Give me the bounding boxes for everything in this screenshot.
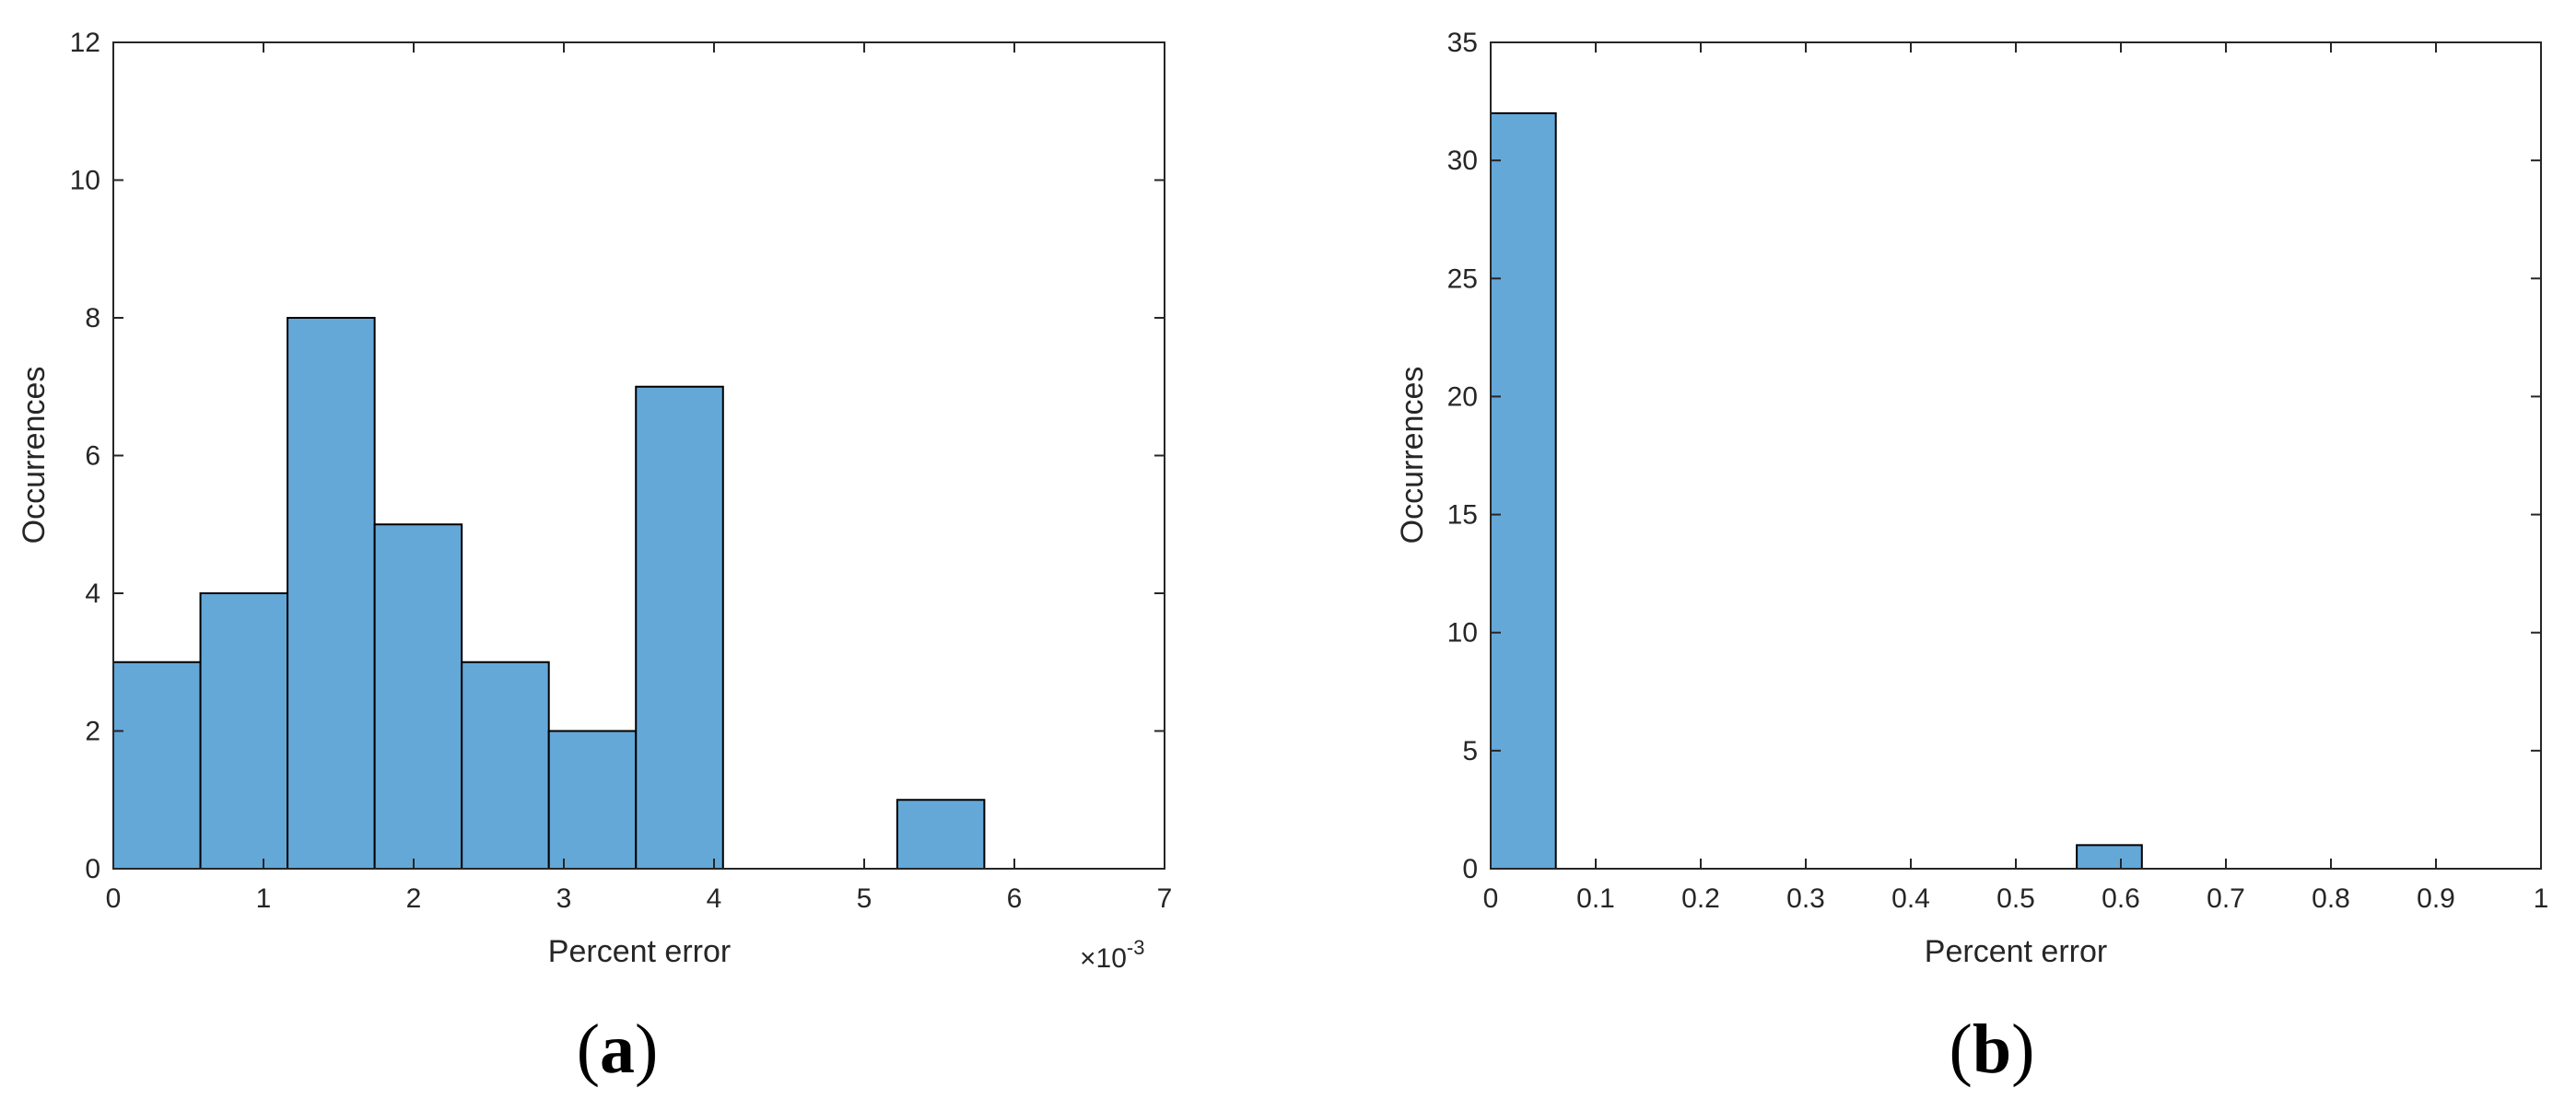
chart-b-y-tick-label-3: 15	[1447, 500, 1478, 531]
chart-b-bar-1	[2076, 844, 2143, 870]
chart-a-ticks	[112, 41, 1165, 870]
chart-b-x-tick-label-2: 0.2	[1681, 883, 1720, 914]
chart-b-y-axis-label: Occurrences	[1395, 367, 1430, 544]
chart-a-y-axis-label: Occurrences	[17, 367, 52, 544]
chart-b-x-tick-label-3: 0.3	[1786, 883, 1825, 914]
chart-a-y-tick-label-3: 6	[85, 441, 100, 472]
chart-b-panel-letter: b	[1973, 1011, 2011, 1088]
chart-b-y-tick-label-0: 0	[1462, 854, 1478, 884]
chart-a-bar-2	[287, 317, 376, 870]
chart-a-bar-1	[199, 592, 289, 870]
chart-b-x-tick-label-1: 0.1	[1576, 883, 1615, 914]
chart-b-x-tick-label-8: 0.8	[2312, 883, 2350, 914]
chart-b-x-tick-labels: 0 0.1 0.2 0.3 0.4 0.5 0.6 0.7 0.8 0.9 1	[1483, 883, 2549, 914]
chart-a-x-axis-label: Percent error	[548, 934, 731, 969]
chart-b-y-tick-label-7: 35	[1447, 28, 1478, 58]
chart-a-bar-5	[547, 730, 638, 870]
chart-a-panel-label: (a)	[577, 1011, 659, 1088]
chart-a-panel-letter: a	[600, 1011, 635, 1088]
chart-a-bars	[112, 317, 986, 870]
chart-a-y-tick-label-2: 4	[85, 579, 100, 609]
chart-a-x-tick-label-7: 7	[1157, 883, 1173, 914]
chart-a-x-tick-label-6: 6	[1007, 883, 1023, 914]
chart-b-bar-0	[1490, 111, 1557, 870]
chart-a-y-tick-label-4: 8	[85, 303, 100, 333]
chart-a-bar-9	[896, 799, 986, 870]
chart-a-y-tick-label-1: 2	[85, 717, 100, 747]
chart-a-y-tick-labels: 0 2 4 6 8 10 12	[70, 28, 100, 884]
chart-b-y-tick-label-4: 20	[1447, 381, 1478, 412]
chart-b-ticks	[1490, 41, 2542, 870]
chart-b-y-tick-label-6: 30	[1447, 146, 1478, 176]
chart-b-x-tick-label-5: 0.5	[1996, 883, 2035, 914]
chart-b: 0 0.1 0.2 0.3 0.4 0.5 0.6 0.7 0.8 0.9 1 0 5 10 15 20 25…	[1395, 28, 2548, 1088]
chart-a-x-tick-label-0: 0	[106, 883, 122, 914]
chart-a-x-tick-label-3: 3	[556, 883, 572, 914]
chart-a-y-tick-label-0: 0	[85, 854, 100, 884]
chart-b-y-tick-labels: 0 5 10 15 20 25 30 35	[1447, 28, 1478, 884]
chart-b-x-tick-label-7: 0.7	[2207, 883, 2245, 914]
chart-a-x-tick-label-1: 1	[256, 883, 272, 914]
chart-a-x-tick-labels: 0 1 2 3 4 5 6 7	[106, 883, 1173, 914]
chart-a-x-exponent-power: -3	[1127, 936, 1145, 959]
chart-b-x-axis-label: Percent error	[1925, 934, 2107, 969]
chart-a-x-exponent-base: ×10	[1080, 943, 1127, 974]
chart-b-y-tick-label-5: 25	[1447, 263, 1478, 294]
chart-b-x-tick-label-9: 0.9	[2417, 883, 2455, 914]
chart-a-x-tick-label-5: 5	[857, 883, 872, 914]
chart-a-bar-6	[635, 385, 724, 870]
chart-b-x-tick-label-10: 1	[2534, 883, 2549, 914]
chart-a-bar-3	[373, 523, 463, 870]
chart-a-x-tick-label-4: 4	[707, 883, 722, 914]
chart-a-x-exponent-label: ×10-3	[1080, 936, 1144, 974]
chart-b-bars	[1490, 111, 2143, 870]
chart-b-x-tick-label-6: 0.6	[2102, 883, 2140, 914]
chart-b-axes-frame	[1490, 41, 2542, 870]
chart-b-panel-label: (b)	[1950, 1011, 2035, 1088]
chart-a-bar-4	[461, 661, 550, 870]
chart-a-y-tick-label-5: 10	[70, 166, 100, 196]
chart-b-y-tick-label-1: 5	[1462, 736, 1478, 766]
chart-b-x-tick-label-4: 0.4	[1891, 883, 1930, 914]
chart-b-x-tick-label-0: 0	[1483, 883, 1499, 914]
chart-a-y-tick-label-6: 12	[70, 28, 100, 58]
chart-a-bar-0	[112, 661, 202, 870]
chart-b-y-tick-label-2: 10	[1447, 618, 1478, 649]
chart-a-x-tick-label-2: 2	[406, 883, 422, 914]
